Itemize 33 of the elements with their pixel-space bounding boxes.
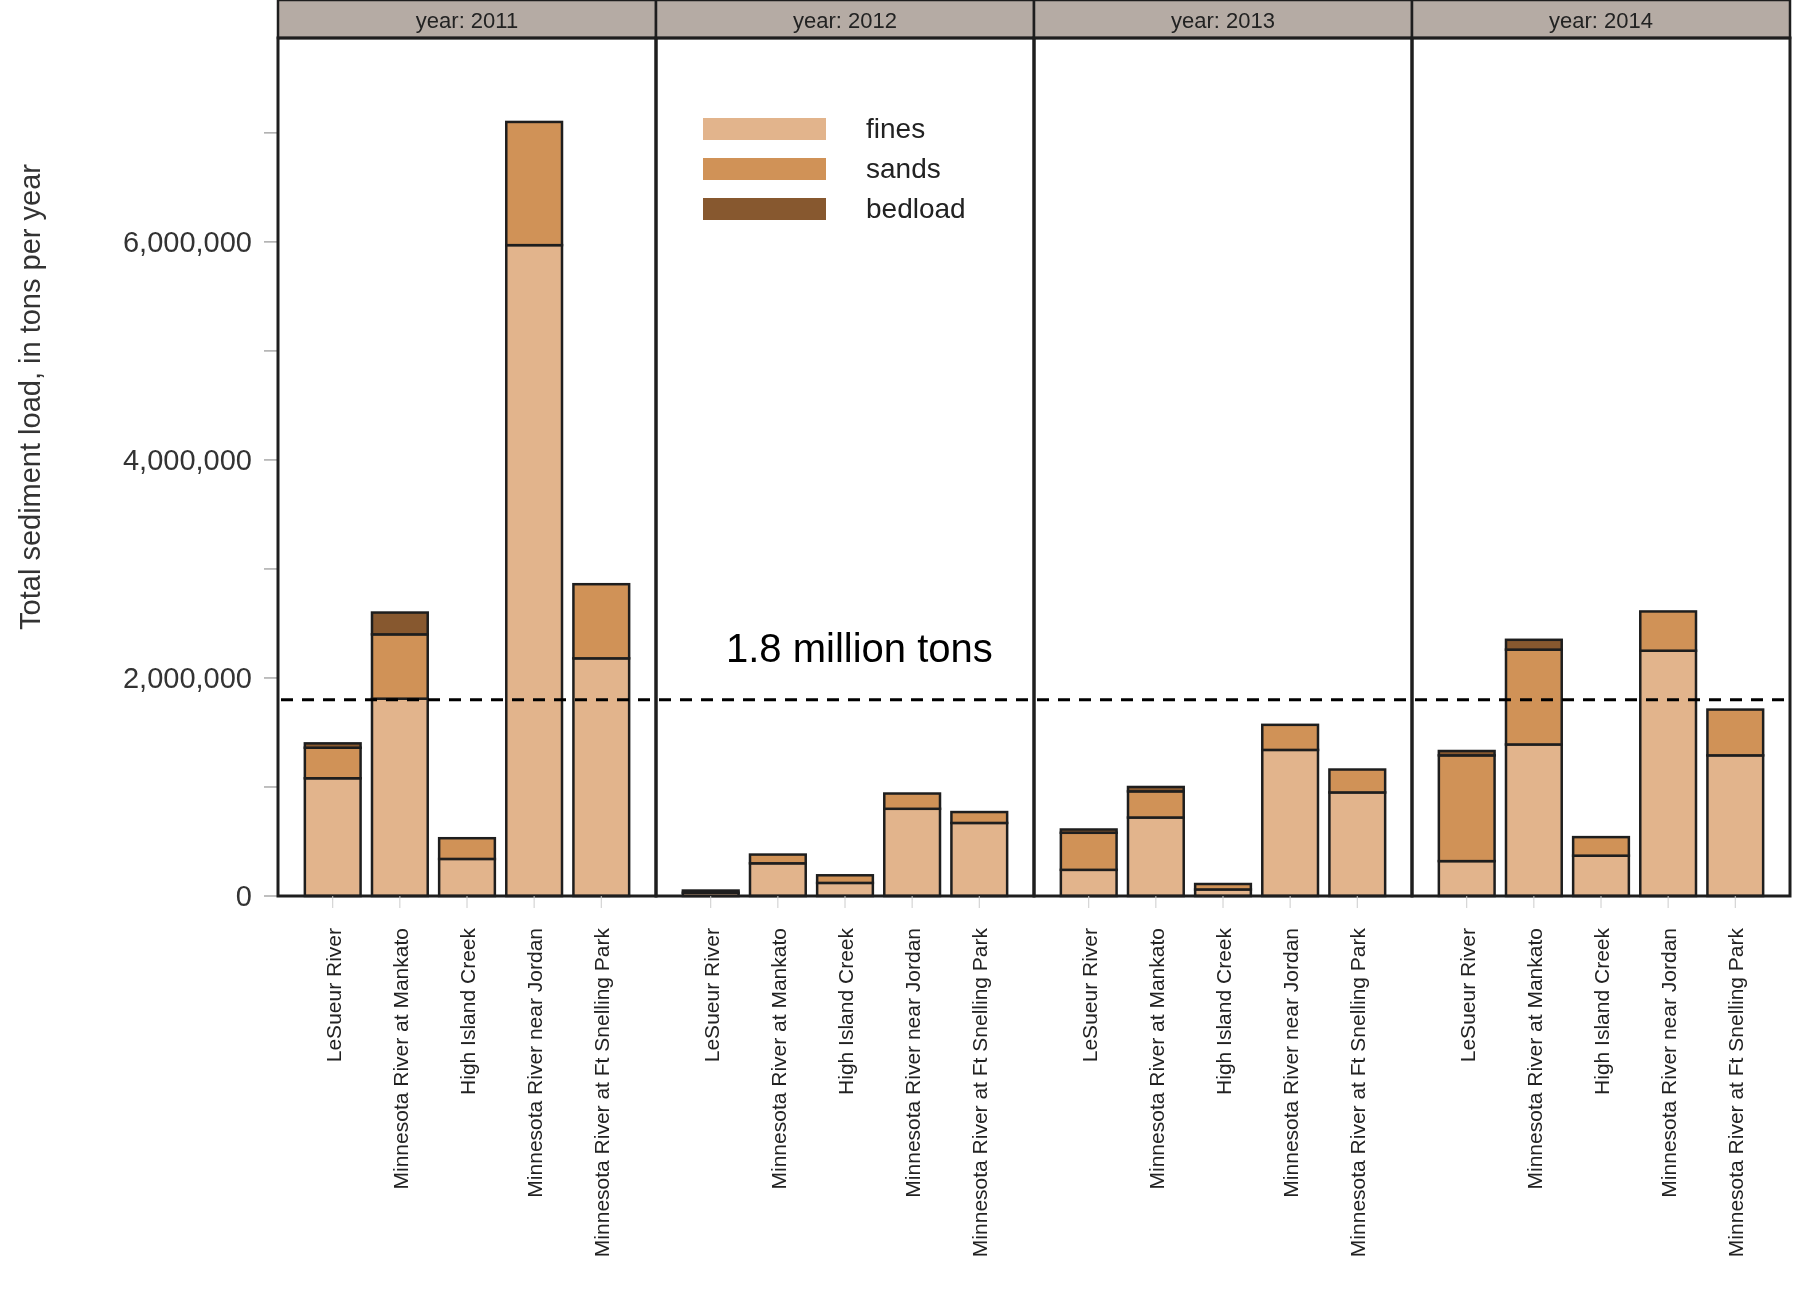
x-tick-label: Minnesota River at Mankato	[1144, 928, 1168, 1190]
y-tick-label: 2,000,000	[122, 661, 252, 694]
x-tick-label: Minnesota River at Ft Snelling Park	[968, 927, 992, 1258]
x-tick-label: LeSueur River	[1455, 927, 1479, 1063]
chart-title: year: 2011	[415, 8, 519, 33]
y-tick-label: 0	[235, 880, 252, 912]
legend-label: fines	[866, 113, 926, 144]
x-tick-label: High Island Creek	[456, 927, 479, 1095]
x-tick-label: Minnesota River at Mankato	[1522, 928, 1546, 1190]
x-tick-label: Minnesota River at Mankato	[388, 928, 412, 1190]
chart-title: year: 2013	[1171, 8, 1275, 33]
y-tick-label: 6,000,000	[122, 225, 252, 258]
x-tick-label: Minnesota River at Mankato	[766, 928, 790, 1190]
x-tick-label: LeSueur River	[699, 927, 723, 1063]
x-tick-label: Minnesota River near Jordan	[1657, 928, 1681, 1198]
x-tick-label: Minnesota River at Ft Snelling Park	[1724, 927, 1748, 1258]
legend-label: sands	[866, 153, 941, 184]
legend-label: bedload	[866, 193, 966, 224]
x-tick-label: Minnesota River near Jordan	[523, 928, 547, 1198]
x-tick-label: High Island Creek	[1590, 927, 1613, 1095]
y-axis-title: Total sediment load, in tons per year	[14, 163, 46, 630]
x-tick-label: Minnesota River near Jordan	[901, 928, 925, 1198]
x-tick-label: Minnesota River at Ft Snelling Park	[590, 927, 614, 1258]
chart-title: year: 2012	[793, 8, 897, 33]
x-tick-label: LeSueur River	[1077, 927, 1101, 1063]
x-tick-label: High Island Creek	[834, 927, 857, 1095]
x-tick-label: High Island Creek	[1212, 927, 1235, 1095]
x-tick-label: Minnesota River near Jordan	[1279, 928, 1303, 1198]
x-tick-label: LeSueur River	[321, 927, 345, 1063]
y-tick-label: 4,000,000	[122, 443, 252, 476]
ref-line-label: 1.8 million tons	[726, 625, 993, 670]
chart-title: year: 2014	[1549, 8, 1653, 33]
x-tick-label: Minnesota River at Ft Snelling Park	[1346, 927, 1370, 1258]
